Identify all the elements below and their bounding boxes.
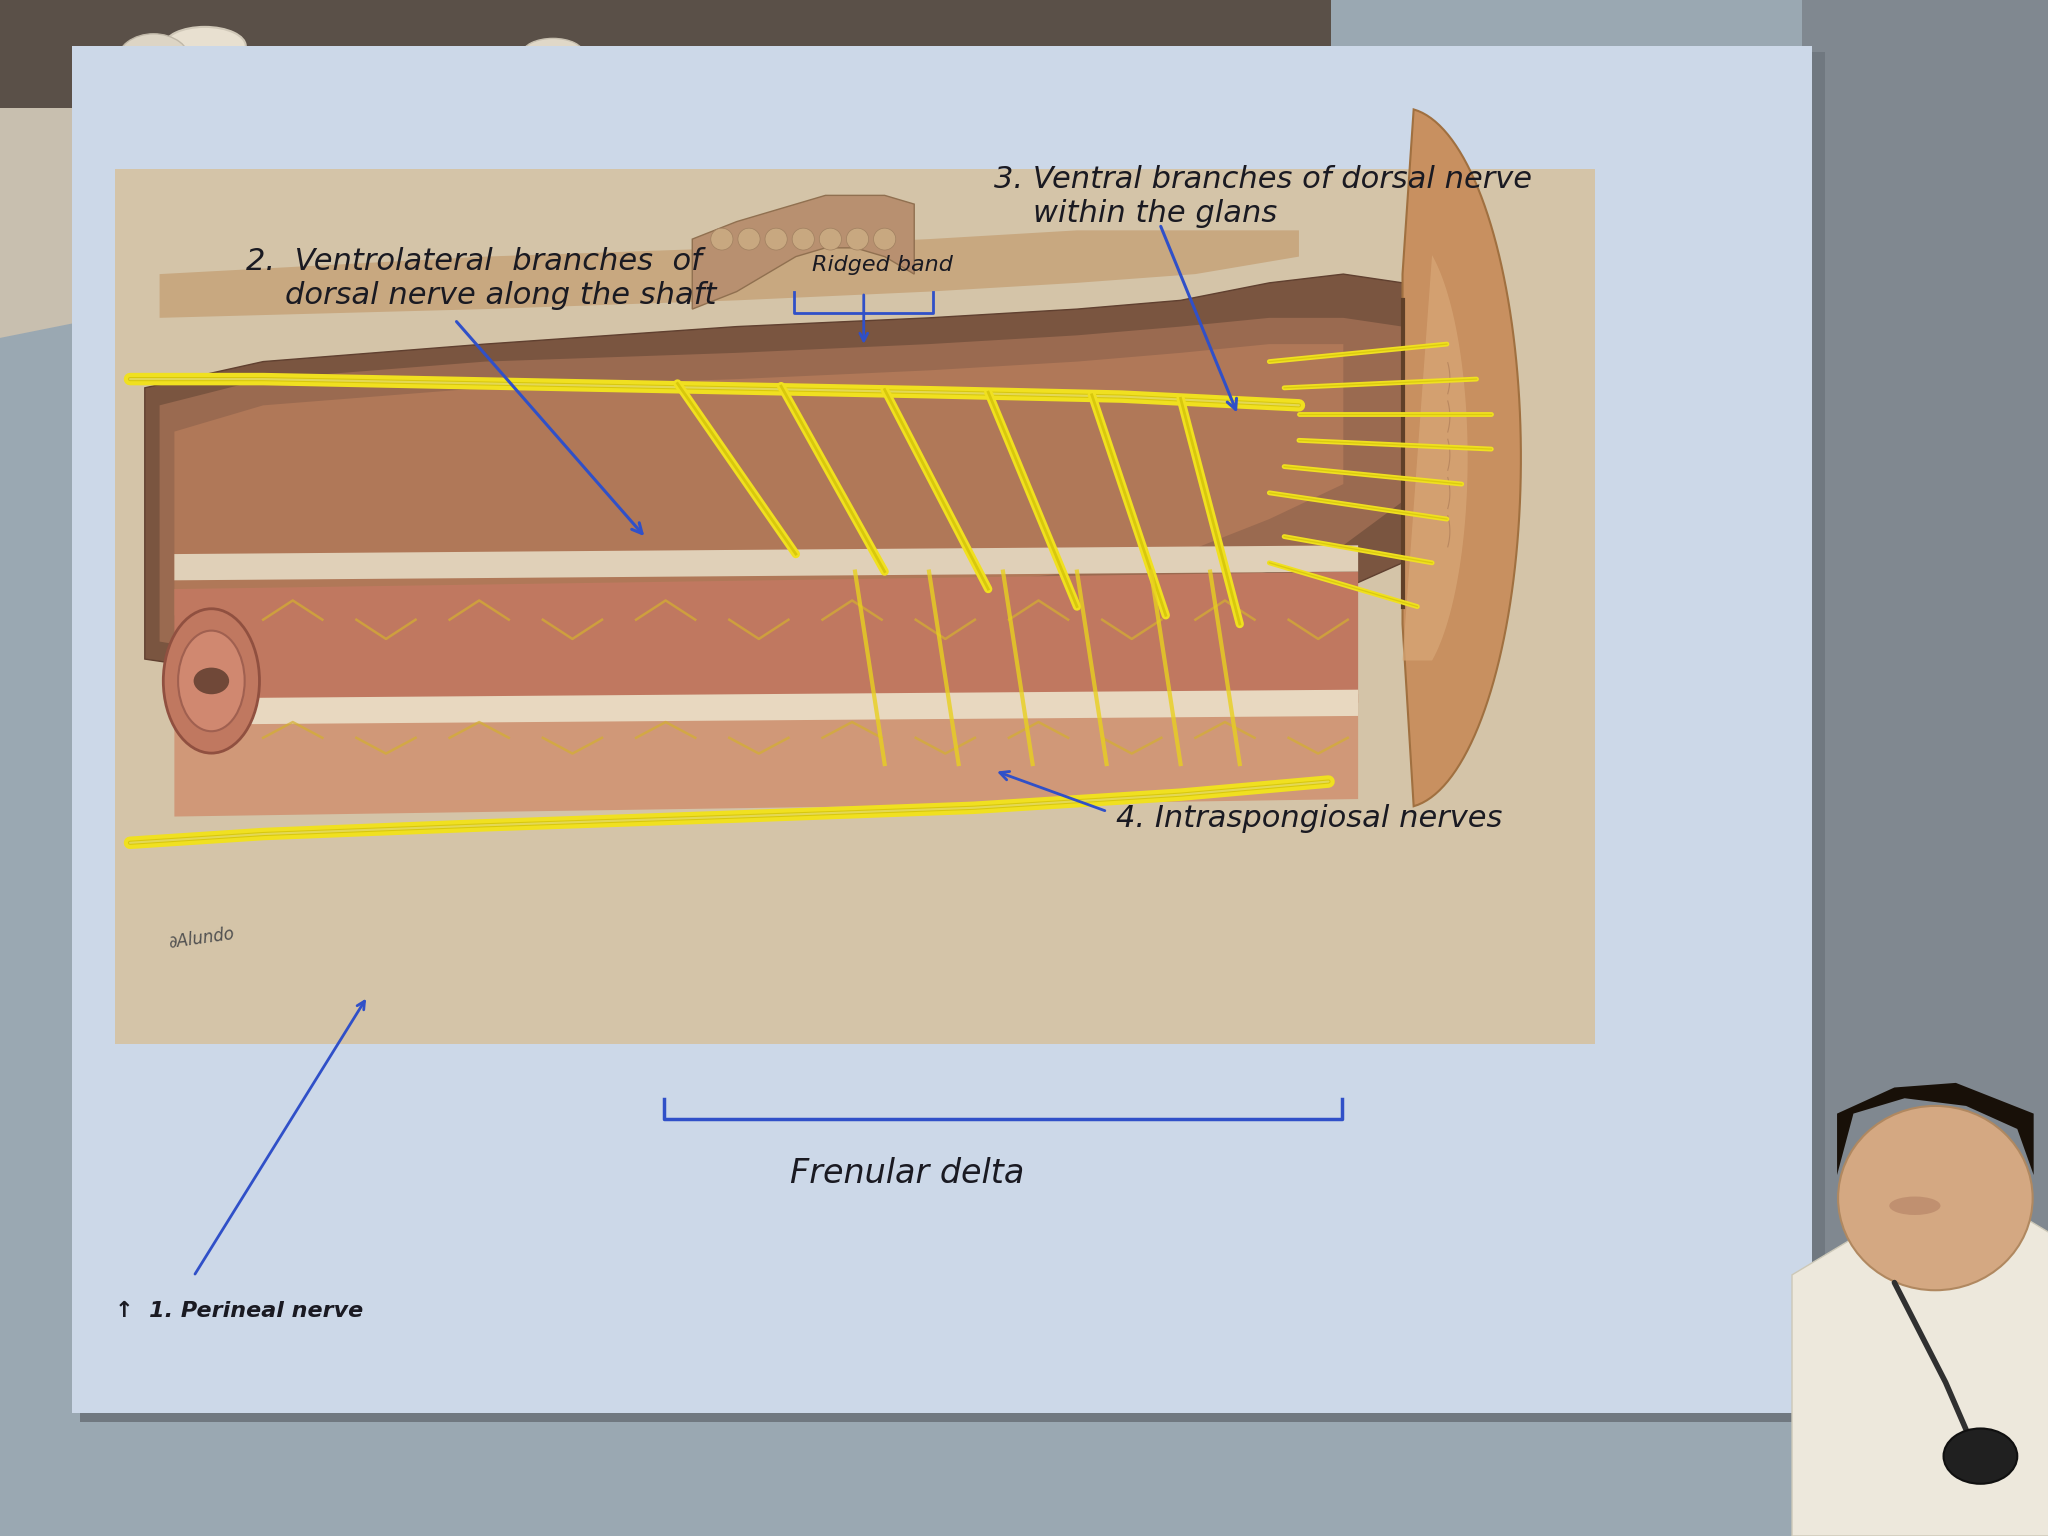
Polygon shape [145,273,1446,676]
Polygon shape [1403,255,1468,660]
Polygon shape [1403,109,1522,806]
Ellipse shape [874,229,895,250]
Bar [72,46,1812,1413]
Circle shape [1944,1428,2017,1484]
Ellipse shape [1888,1197,1939,1215]
Text: ↑  1. Perineal nerve: ↑ 1. Perineal nerve [115,1301,362,1321]
Text: ∂Alundo: ∂Alundo [168,925,236,952]
Text: 3. Ventral branches of dorsal nerve
    within the glans: 3. Ventral branches of dorsal nerve with… [995,166,1532,227]
Ellipse shape [164,26,246,65]
Polygon shape [174,690,1358,725]
Polygon shape [174,545,1358,581]
Polygon shape [160,230,1298,318]
Polygon shape [174,694,1358,817]
Polygon shape [174,344,1343,633]
Ellipse shape [766,229,786,250]
Text: 2.  Ventrolateral  branches  of
    dorsal nerve along the shaft: 2. Ventrolateral branches of dorsal nerv… [246,247,717,310]
Bar [1802,0,2048,1536]
Bar [1905,1206,1966,1275]
Ellipse shape [522,38,584,69]
Polygon shape [1792,1213,2048,1536]
Ellipse shape [1839,1106,2032,1290]
Circle shape [117,34,190,89]
Circle shape [195,668,229,694]
Ellipse shape [793,229,815,250]
Polygon shape [160,318,1403,659]
Polygon shape [692,195,913,309]
Bar [80,52,1825,1422]
Bar [0,0,1331,108]
Text: Frenular delta: Frenular delta [791,1158,1024,1190]
Text: Ridged band: Ridged band [811,255,952,275]
Ellipse shape [164,608,260,753]
Ellipse shape [846,229,868,250]
Ellipse shape [711,229,733,250]
Polygon shape [1837,1083,2034,1175]
Text: 4. Intraspongiosal nerves: 4. Intraspongiosal nerves [1116,803,1503,833]
Polygon shape [0,0,1229,338]
Ellipse shape [737,229,760,250]
Polygon shape [174,571,1358,720]
Ellipse shape [819,229,842,250]
Polygon shape [115,169,1595,1044]
Ellipse shape [178,631,244,731]
